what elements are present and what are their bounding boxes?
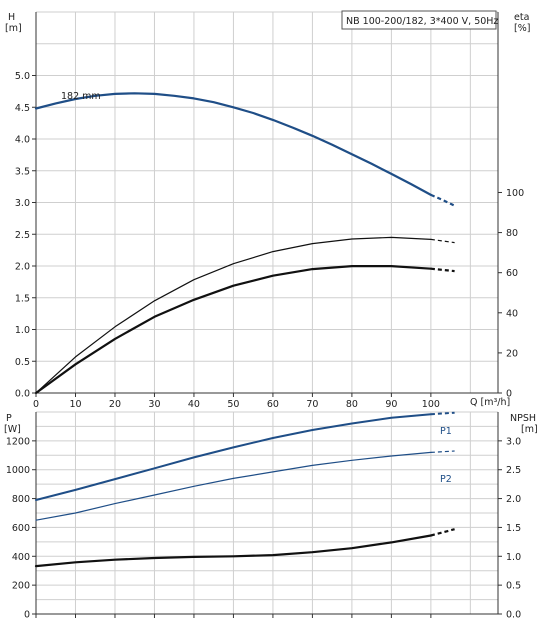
y-tick-label-left: 600 [12, 523, 30, 534]
y-tick-label-right: 0 [506, 389, 512, 400]
y-tick-label-right: 60 [506, 268, 518, 279]
x-tick-label: 60 [267, 399, 279, 410]
y-tick-label-right: 0.0 [506, 610, 521, 621]
y-tick-label-left: 1000 [6, 465, 30, 476]
series-label-p2: P2 [440, 474, 452, 485]
y-tick-label-left: 200 [12, 581, 30, 592]
y-axis-left-unit-bottom: [W] [4, 424, 21, 435]
y-axis-left-label-top: H [8, 12, 15, 23]
y-tick-label-left: 0.0 [15, 389, 30, 400]
y-tick-label-left: 1.0 [15, 325, 30, 336]
series-line-1-2 [34, 534, 432, 568]
y-axis-right-unit-bottom: [m] [521, 424, 538, 435]
y-tick-label-right: 1.0 [506, 552, 521, 563]
y-tick-label-left: 400 [12, 552, 30, 563]
y-tick-label-left: 2.5 [15, 230, 30, 241]
series-line-1-0 [35, 413, 432, 501]
y-axis-right-label-bottom: NPSH [510, 413, 536, 424]
y-tick-label-left: 0.5 [15, 357, 30, 368]
x-tick-label: 20 [109, 399, 121, 410]
chart-title: NB 100-200/182, 3*400 V, 50Hz [346, 16, 498, 27]
y-tick-label-left: 5.0 [15, 71, 30, 82]
series-line-0-2 [34, 265, 432, 395]
y-tick-label-right: 2.5 [506, 465, 521, 476]
series-line-1-1 [35, 451, 432, 521]
y-tick-label-left: 4.0 [15, 135, 30, 146]
series-tail-0-0 [430, 193, 456, 207]
x-tick-label: 70 [306, 399, 318, 410]
y-tick-label-left: 1200 [6, 436, 30, 447]
x-tick-label: 10 [69, 399, 81, 410]
series-label-p1: P1 [440, 426, 452, 437]
x-tick-label: 40 [188, 399, 200, 410]
y-tick-label-right: 3.0 [506, 436, 521, 447]
series-tail-0-1 [430, 238, 455, 244]
series-line-0-0 [34, 92, 432, 196]
series-line-0-1 [35, 236, 432, 394]
y-axis-right-unit-top: [%] [514, 23, 530, 34]
y-tick-label-left: 1.5 [15, 293, 30, 304]
y-axis-right-label-top: eta [514, 12, 529, 23]
y-tick-label-right: 0.5 [506, 581, 521, 592]
y-tick-label-right: 20 [506, 348, 518, 359]
y-tick-label-left: 0 [24, 610, 30, 621]
y-tick-label-right: 1.5 [506, 523, 521, 534]
y-tick-label-right: 40 [506, 308, 518, 319]
x-tick-label: 50 [227, 399, 239, 410]
y-axis-left-label-bottom: P [6, 413, 12, 424]
series-tail-1-2 [430, 528, 455, 537]
y-tick-label-left: 2.0 [15, 262, 30, 273]
series-label-182mm: 182 mm [61, 91, 101, 102]
chart-title-box [341, 10, 497, 30]
x-tick-label: 30 [148, 399, 160, 410]
x-tick-label: 80 [346, 399, 358, 410]
series-tail-1-1 [430, 450, 455, 453]
x-tick-label: 100 [422, 399, 440, 410]
x-axis-label: Q [m³/h] [470, 397, 510, 408]
y-axis-left-unit-top: [m] [5, 23, 22, 34]
y-tick-label-left: 4.5 [15, 103, 30, 114]
y-tick-label-right: 2.0 [506, 494, 521, 505]
y-tick-label-left: 800 [12, 494, 30, 505]
power-npsh-panel: 0 200 400 600 800 1000 1200 0.0 0.5 1.0 1.5 2.0 2.5 3… [6, 411, 521, 621]
x-tick-label: 90 [385, 399, 397, 410]
y-tick-label-right: 100 [506, 188, 524, 199]
y-tick-label-left: 3.0 [15, 198, 30, 209]
head-efficiency-panel: 0 10 20 30 40 50 60 70 80 90 100 0.0 0.5 1.0 1.5 2.0 2.5… [15, 11, 524, 410]
series-tail-1-0 [430, 411, 455, 416]
series-tail-0-2 [430, 267, 455, 273]
x-tick-label: 0 [33, 399, 39, 410]
y-tick-label-right: 80 [506, 228, 518, 239]
y-tick-label-left: 3.5 [15, 166, 30, 177]
